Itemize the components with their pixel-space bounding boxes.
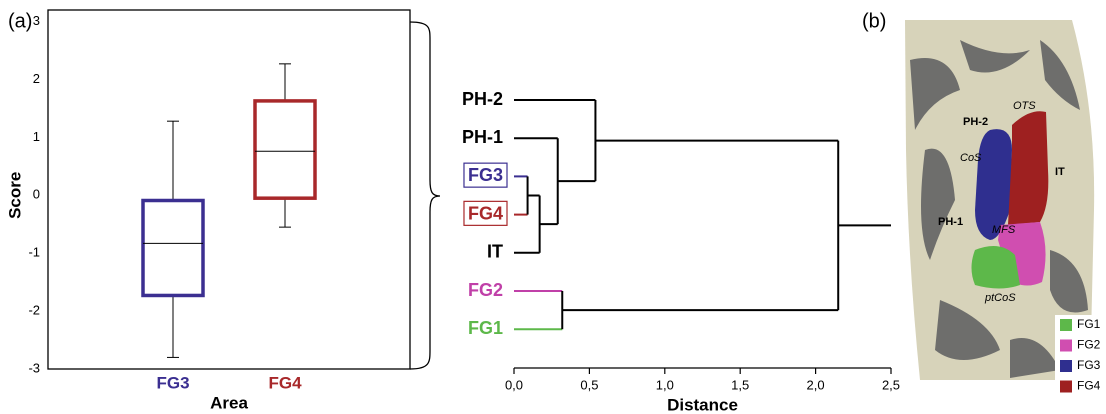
legend-label: FG1 <box>1077 317 1101 331</box>
region-fg1 <box>971 246 1020 289</box>
x-axis-label: Area <box>210 393 248 412</box>
leaf-box <box>463 162 508 188</box>
brain-label: ptCoS <box>984 292 1016 304</box>
leaf-label: IT <box>487 242 503 262</box>
panel-label: (b) <box>862 10 886 32</box>
y-tick-label: 3 <box>33 13 40 28</box>
plot-frame <box>47 9 411 370</box>
brain-label: OTS <box>1013 100 1036 112</box>
brain-label: IT <box>1055 166 1065 178</box>
region-fg4 <box>1008 111 1049 225</box>
brace <box>409 21 441 370</box>
y-tick-label: -1 <box>28 245 40 260</box>
leaf-label: FG4 <box>468 203 503 223</box>
leaf-label: PH-2 <box>462 89 503 109</box>
y-axis-label: Score <box>5 172 24 219</box>
legend-label: FG4 <box>1077 379 1101 393</box>
x-tick-label: 1,0 <box>656 377 674 392</box>
legend-swatch <box>1060 319 1072 331</box>
legend-label: FG3 <box>1077 358 1101 372</box>
brain-label: PH-1 <box>938 216 963 228</box>
x-tick-label: FG3 <box>156 373 189 392</box>
x-tick-label: 2,0 <box>807 377 825 392</box>
x-tick-label: FG4 <box>268 373 302 392</box>
panel-label: (a) <box>8 10 32 32</box>
y-tick-label: -2 <box>28 303 40 318</box>
brain-label: CoS <box>960 152 982 164</box>
x-axis-label: Distance <box>667 395 738 414</box>
box <box>141 198 205 298</box>
box <box>253 99 317 200</box>
brain-label: PH-2 <box>963 116 988 128</box>
leaf-box <box>463 200 508 226</box>
y-tick-label: 0 <box>33 187 40 202</box>
x-tick-label: 0,5 <box>580 377 598 392</box>
leaf-label: FG2 <box>468 280 503 300</box>
x-tick-label: 2,5 <box>882 377 900 392</box>
x-tick-label: 0,0 <box>505 377 523 392</box>
y-tick-label: 2 <box>33 71 40 86</box>
legend-label: FG2 <box>1077 338 1101 352</box>
leaf-label: PH-1 <box>462 127 503 147</box>
y-tick-label: -3 <box>28 360 40 375</box>
brain-label: MFS <box>992 224 1016 236</box>
x-tick-label: 1,5 <box>731 377 749 392</box>
legend-swatch <box>1060 360 1072 372</box>
region-fg3 <box>975 129 1012 240</box>
leaf-label: FG3 <box>468 165 503 185</box>
legend-swatch <box>1060 339 1072 352</box>
legend-swatch <box>1060 380 1072 393</box>
leaf-label: FG1 <box>468 318 503 338</box>
brain-image: PH-2 OTS CoS IT PH-1 MFS ptCoS <box>905 20 1103 397</box>
y-tick-label: 1 <box>33 129 40 144</box>
sulcus <box>910 40 1088 378</box>
